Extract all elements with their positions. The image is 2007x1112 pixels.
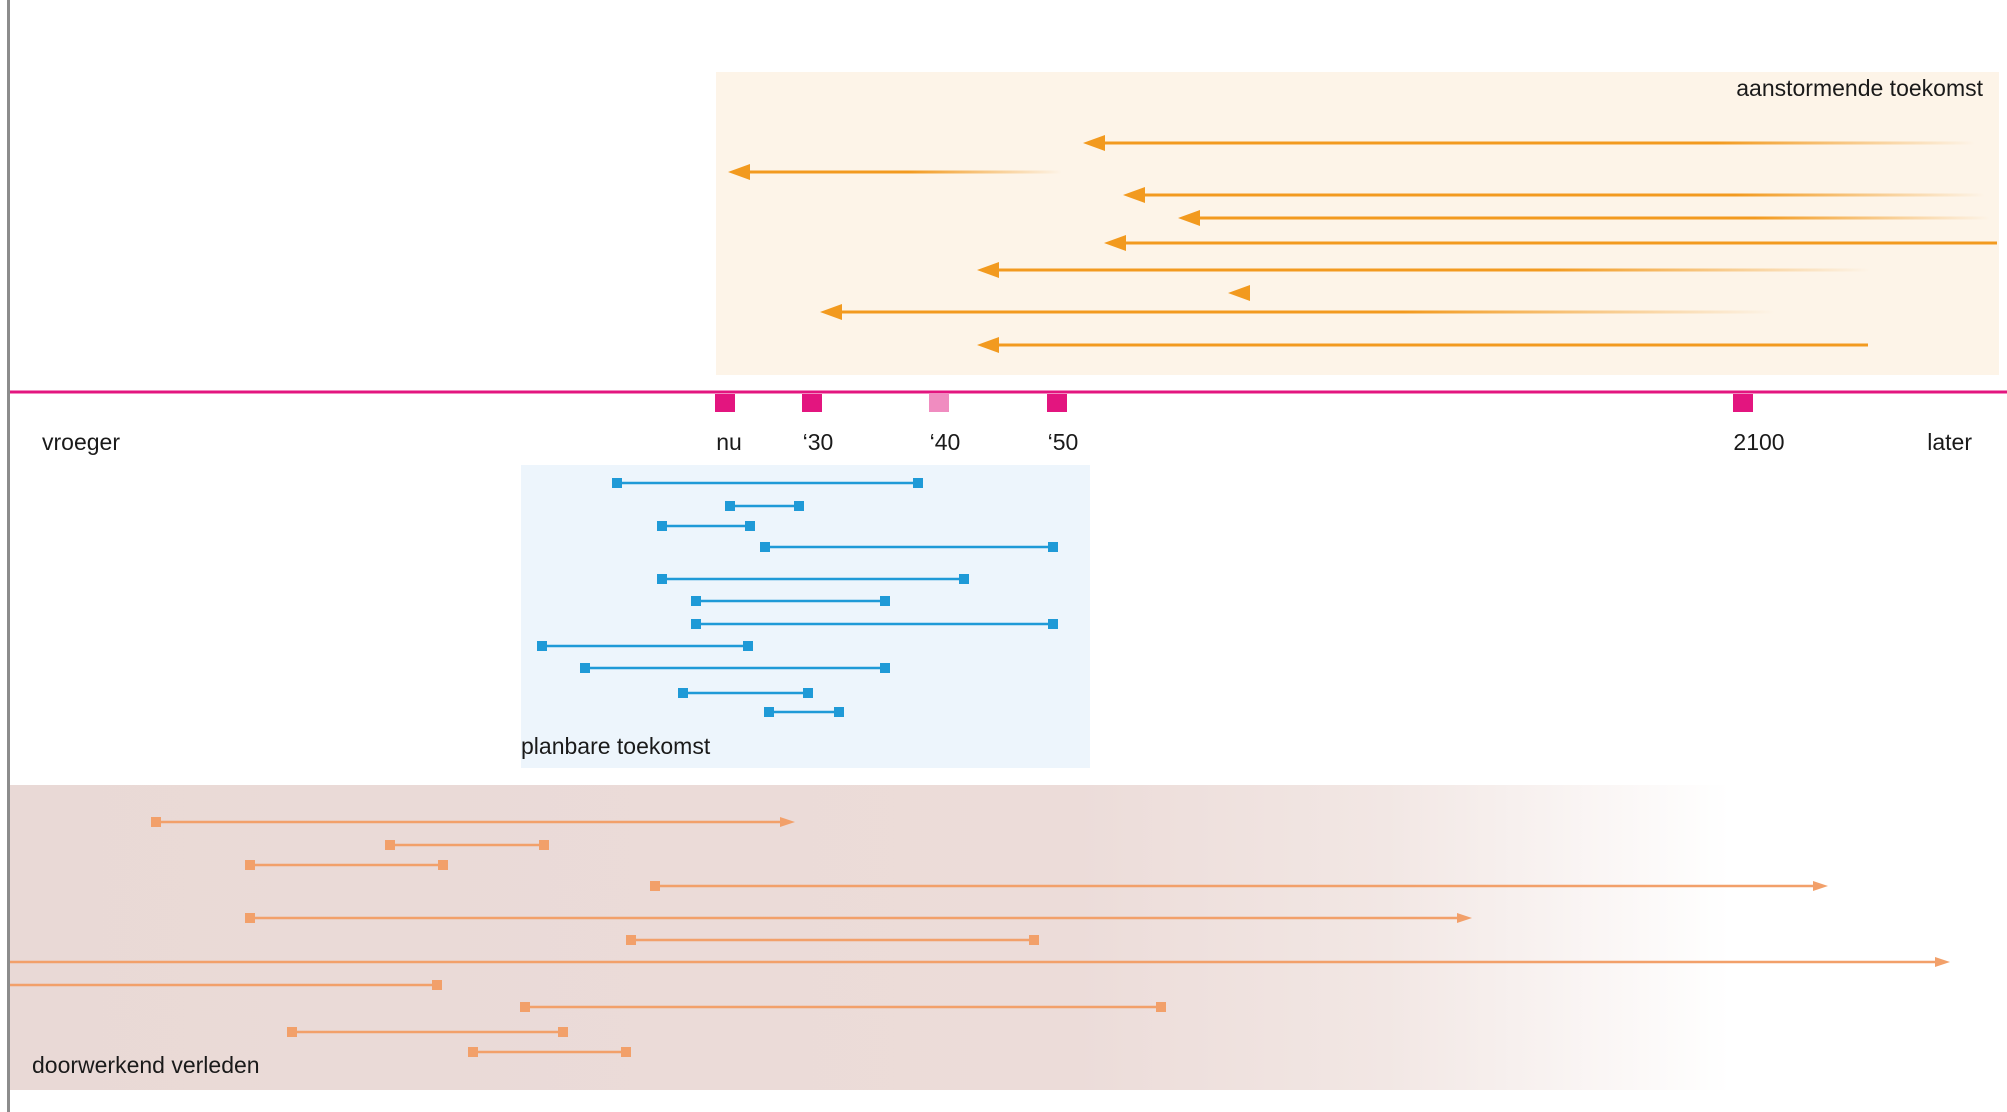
past-span bbox=[287, 1027, 568, 1037]
future-arrow bbox=[1123, 187, 1985, 203]
tick-label-50: ‘50 bbox=[1048, 429, 1079, 455]
past-span bbox=[151, 817, 795, 827]
tick-marker-nu bbox=[715, 394, 735, 412]
tick-marker-40 bbox=[929, 394, 949, 412]
planned-span bbox=[764, 707, 844, 717]
future-arrow bbox=[977, 262, 1870, 278]
planned-span bbox=[612, 478, 923, 488]
past-span bbox=[385, 840, 549, 850]
planned-span bbox=[580, 663, 890, 673]
future-arrow bbox=[977, 337, 1868, 353]
planned-span bbox=[537, 641, 753, 651]
tick-label-30: ‘30 bbox=[803, 429, 834, 455]
future-arrow bbox=[1178, 210, 1990, 226]
future-arrows bbox=[728, 135, 1997, 353]
past-span bbox=[10, 957, 1950, 967]
future-arrow bbox=[1104, 235, 1997, 251]
planned-zone-label: planbare toekomst bbox=[521, 733, 711, 759]
timeline-later-label: later bbox=[1927, 429, 1972, 455]
planned-span bbox=[760, 542, 1058, 552]
past-span bbox=[626, 935, 1039, 945]
planned-span bbox=[657, 574, 969, 584]
past-zone-label: doorwerkend verleden bbox=[32, 1052, 260, 1078]
past-span bbox=[10, 980, 442, 990]
future-arrow bbox=[820, 304, 1775, 320]
planned-spans bbox=[537, 478, 1058, 717]
tick-label-40: ‘40 bbox=[930, 429, 961, 455]
tick-marker-50 bbox=[1047, 394, 1067, 412]
future-zone-label: aanstormende toekomst bbox=[1736, 75, 1983, 101]
planned-span bbox=[678, 688, 813, 698]
planned-span bbox=[691, 596, 890, 606]
past-span bbox=[468, 1047, 631, 1057]
planned-span bbox=[691, 619, 1058, 629]
tick-label-2100: 2100 bbox=[1733, 429, 1784, 455]
planned-zone bbox=[521, 465, 1090, 768]
tick-label-nu: nu bbox=[716, 429, 742, 455]
past-span bbox=[245, 913, 1472, 923]
past-zone bbox=[10, 785, 1730, 1090]
tick-marker-2100 bbox=[1733, 394, 1753, 412]
future-zone bbox=[716, 72, 1999, 375]
past-span bbox=[245, 860, 448, 870]
timeline-earlier-label: vroeger bbox=[42, 429, 120, 455]
past-span bbox=[520, 1002, 1166, 1012]
future-arrow bbox=[1228, 285, 1250, 301]
future-arrow bbox=[1083, 135, 1975, 151]
left-border bbox=[7, 0, 10, 1112]
planned-span bbox=[725, 501, 804, 511]
past-span bbox=[650, 881, 1828, 891]
future-arrow bbox=[728, 164, 1062, 180]
planned-span bbox=[657, 521, 755, 531]
tick-marker-30 bbox=[802, 394, 822, 412]
past-spans bbox=[10, 817, 1950, 1057]
